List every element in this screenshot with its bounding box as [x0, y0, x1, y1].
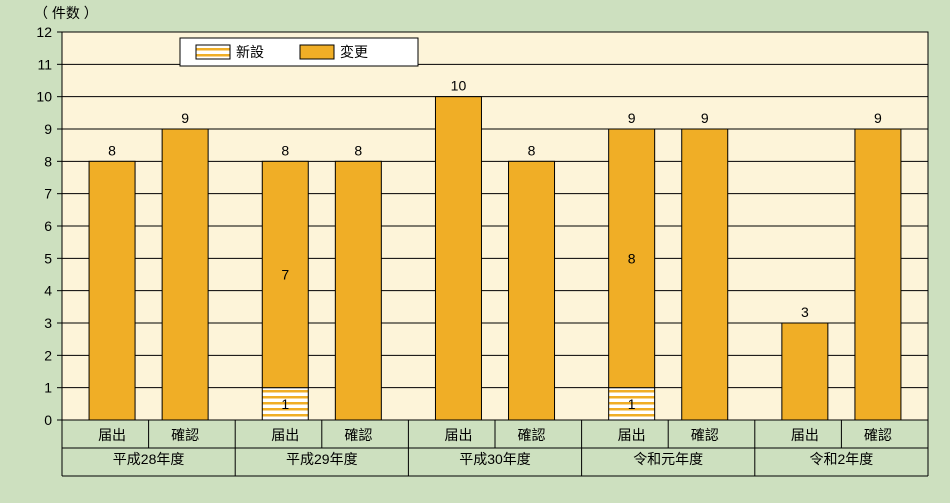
category-label: 確認 — [171, 427, 199, 443]
y-tick-label: 12 — [36, 24, 52, 40]
category-label: 届出 — [791, 427, 819, 443]
chart-container: （ 件数 ）01234567891011128届出9確認平成28年度178届出8… — [0, 0, 950, 503]
legend-label: 新設 — [236, 44, 264, 60]
bar-total-label: 9 — [701, 110, 709, 126]
category-label: 届出 — [98, 427, 126, 443]
y-tick-label: 11 — [37, 56, 52, 72]
group-label: 令和2年度 — [810, 451, 874, 467]
bar-inner-label: 7 — [281, 267, 289, 283]
category-label: 届出 — [618, 427, 646, 443]
category-label: 確認 — [864, 427, 892, 443]
bar-inner-label: 1 — [281, 396, 289, 412]
bar-total-label: 8 — [354, 142, 362, 158]
bar-segment — [435, 97, 481, 420]
bar-total-label: 8 — [108, 142, 116, 158]
bar-segment — [855, 129, 901, 420]
y-tick-label: 9 — [44, 121, 52, 137]
bar-segment — [162, 129, 208, 420]
group-label: 平成29年度 — [286, 451, 358, 467]
y-tick-label: 7 — [44, 186, 52, 202]
legend-label: 変更 — [340, 44, 368, 60]
category-label: 確認 — [691, 427, 719, 443]
y-tick-label: 10 — [36, 89, 52, 105]
group-label: 平成28年度 — [113, 451, 185, 467]
y-tick-label: 6 — [44, 218, 52, 234]
y-tick-label: 4 — [44, 283, 52, 299]
bar-segment — [682, 129, 728, 420]
bar-inner-label: 8 — [628, 250, 636, 266]
bar-total-label: 9 — [628, 110, 636, 126]
bar-total-label: 9 — [181, 110, 189, 126]
category-label: 届出 — [271, 427, 299, 443]
y-tick-label: 1 — [44, 380, 52, 396]
bar-segment — [509, 161, 555, 420]
y-tick-label: 5 — [44, 250, 52, 266]
bar-inner-label: 1 — [628, 396, 636, 412]
y-tick-label: 0 — [44, 412, 52, 428]
category-label: 確認 — [344, 427, 372, 443]
bar-total-label: 8 — [281, 142, 289, 158]
category-label: 確認 — [518, 427, 546, 443]
bar-segment — [335, 161, 381, 420]
bar-segment — [89, 161, 135, 420]
group-label: 令和元年度 — [633, 451, 703, 467]
group-label: 平成30年度 — [459, 451, 531, 467]
legend-swatch — [196, 45, 230, 59]
y-tick-label: 8 — [44, 153, 52, 169]
bar-total-label: 9 — [874, 110, 882, 126]
bar-total-label: 10 — [451, 78, 467, 94]
y-tick-label: 2 — [44, 347, 52, 363]
y-tick-label: 3 — [44, 315, 52, 331]
chart-svg: （ 件数 ）01234567891011128届出9確認平成28年度178届出8… — [0, 0, 950, 503]
y-axis-title: （ 件数 ） — [34, 5, 98, 21]
category-label: 届出 — [444, 427, 472, 443]
legend-swatch — [300, 45, 334, 59]
bar-total-label: 8 — [528, 142, 536, 158]
bar-segment — [782, 323, 828, 420]
bar-total-label: 3 — [801, 304, 809, 320]
